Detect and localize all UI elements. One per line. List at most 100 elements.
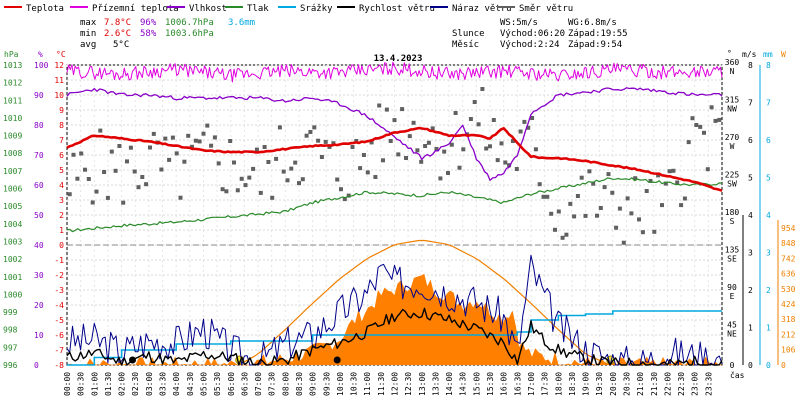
wind-direction-point <box>660 203 664 208</box>
wind-direction-point <box>167 157 172 162</box>
wind-direction-point <box>151 131 156 136</box>
humidity-tick: 20 <box>34 301 44 310</box>
x-tick: 00:00 <box>63 372 72 396</box>
wind-direction-point <box>86 177 91 181</box>
pressure-tick: 1009 <box>3 132 22 141</box>
wind-direction-point <box>426 140 431 145</box>
max-temp: 7.8°C <box>104 18 131 28</box>
sunrise: Východ:06:20 <box>500 29 565 39</box>
axis-units: hPa % °C ° m/s mm W čas <box>4 49 786 380</box>
x-tick: 13:30 <box>431 372 440 396</box>
wind-direction-point <box>312 125 317 130</box>
wind-direction-point <box>285 178 290 183</box>
wind-direction-point <box>109 149 114 154</box>
temperature-tick: 12 <box>54 61 64 70</box>
solar-tick: 212 <box>781 330 796 339</box>
avg-temp: 5°C <box>113 40 129 50</box>
gust-line <box>66 254 723 366</box>
wind-direction-point <box>514 167 519 171</box>
wind-direction-point <box>457 165 462 170</box>
wind-direction-point <box>331 141 336 146</box>
x-tick: 16:30 <box>513 372 522 396</box>
pressure-tick: 1006 <box>3 185 22 194</box>
temperature-tick: -8 <box>54 361 64 370</box>
wind-direction-point <box>289 166 294 171</box>
wind-direction-point <box>717 117 722 122</box>
x-tick: 15:30 <box>486 372 495 396</box>
wind-direction-point <box>556 209 561 214</box>
legend-label: Rychlost větru <box>359 4 435 14</box>
wind-speed-tick: 1 <box>748 324 753 333</box>
wind-direction-point <box>121 200 126 205</box>
wind-direction-point <box>438 176 443 181</box>
wind-direction-point <box>652 229 657 234</box>
wind-direction-point <box>530 116 535 120</box>
x-tick: 03:00 <box>145 372 154 396</box>
series <box>66 61 723 366</box>
wind-direction-point <box>495 158 500 163</box>
temperature-tick: 0 <box>59 241 64 250</box>
wind-dir-tick: 360 <box>725 58 740 67</box>
humidity-tick: 60 <box>34 181 44 190</box>
x-tick: 18:00 <box>554 372 563 396</box>
wind-direction-point <box>537 182 542 187</box>
x-tick: 02:00 <box>118 372 127 396</box>
pressure-tick: 1010 <box>3 114 22 123</box>
x-tick: 07:00 <box>254 372 263 396</box>
wind-direction-point <box>281 169 286 174</box>
wind-dir-label: SW <box>727 180 737 189</box>
wind-direction-point <box>254 147 259 152</box>
wind-direction-point <box>484 146 489 151</box>
wind-direction-point <box>384 107 389 112</box>
x-tick: 22:30 <box>677 372 686 396</box>
wind-dir-label: S <box>730 217 735 226</box>
wind-direction-point <box>266 160 271 164</box>
wind-direction-point <box>90 200 95 205</box>
wind-direction-point <box>396 152 401 157</box>
wind-direction-point <box>491 118 496 122</box>
temperature-tick: 7 <box>59 136 64 145</box>
wind-dir-label: N <box>730 67 735 76</box>
wind-direction-point <box>541 194 546 199</box>
wind-direction-point <box>125 159 129 164</box>
legend-label: Směr větru <box>519 4 573 14</box>
pressure-tick: 1004 <box>3 220 22 229</box>
ground-temperature-line <box>66 61 723 83</box>
wind-direction-point <box>564 232 569 237</box>
temperature-tick: 6 <box>59 151 64 160</box>
x-tick: 07:30 <box>268 372 277 396</box>
x-tick: 20:00 <box>609 372 618 396</box>
wind-direction-point <box>98 128 103 133</box>
x-tick: 23:00 <box>691 372 700 396</box>
solar-tick: 424 <box>781 300 796 309</box>
legend-label: Teplota <box>26 4 64 14</box>
wind-speed-tick: 4 <box>748 211 753 220</box>
rain-tick: 4 <box>766 211 771 220</box>
solar-tick: 636 <box>781 270 796 279</box>
wind-direction-point <box>698 124 703 129</box>
wind-direction-point <box>522 119 527 124</box>
wind-direction-point <box>79 151 84 156</box>
wind-direction-point <box>228 139 233 143</box>
x-tick: 09:00 <box>309 372 318 396</box>
wind-direction-point <box>339 187 343 192</box>
wind-direction-point <box>174 151 179 156</box>
x-tick: 12:00 <box>391 372 400 396</box>
wind-dir-tick: 135 <box>725 246 740 255</box>
wind-direction-point <box>83 167 87 172</box>
wind-speed-tick: 0 <box>748 361 753 370</box>
humidity-tick: 30 <box>34 271 44 280</box>
wind-dir-label: W <box>730 142 735 151</box>
chart-title: 13.4.2023 <box>374 54 423 64</box>
wind-direction-point <box>709 105 714 110</box>
c-unit: °C <box>56 50 66 59</box>
wind-direction-point <box>216 161 221 166</box>
wind-direction-point <box>637 217 641 222</box>
wind-dir-label: E <box>730 292 735 301</box>
wind-direction-point <box>468 117 473 121</box>
wind-direction-point <box>480 87 485 91</box>
x-tick: 04:00 <box>172 372 181 396</box>
min-temp: 2.6°C <box>104 29 131 39</box>
wind-speed-tick: 8 <box>748 61 753 70</box>
